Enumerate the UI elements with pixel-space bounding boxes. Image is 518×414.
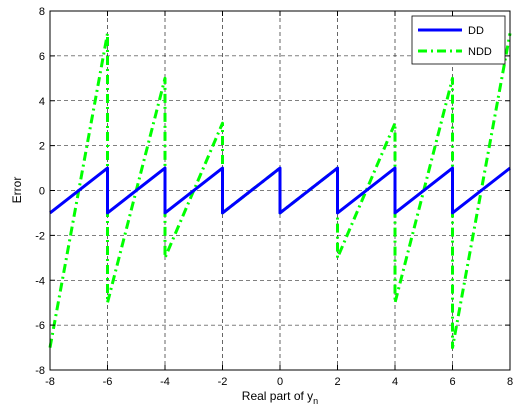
y-axis-title: Error: [10, 177, 24, 204]
x-axis-title: Real part of yn: [242, 389, 318, 406]
y-tick-label: 6: [39, 51, 45, 63]
x-tick-label: -2: [218, 376, 228, 388]
series-layer: [48, 31, 512, 350]
legend: DD NDD: [411, 15, 506, 65]
y-tick-label: 8: [39, 6, 45, 18]
x-tick-label: -6: [103, 376, 113, 388]
x-tick-label: -4: [160, 376, 170, 388]
x-tick-label: 6: [449, 376, 455, 388]
ticks: [49, 10, 511, 371]
y-tick-label: 4: [39, 96, 45, 108]
y-tick-label: -8: [35, 365, 45, 377]
x-tick-label: 0: [277, 376, 283, 388]
y-tick-label: 2: [39, 141, 45, 153]
legend-label-dd: DD: [468, 25, 484, 37]
legend-box: [411, 15, 506, 65]
x-tick-label: 4: [392, 376, 398, 388]
legend-label-ndd: NDD: [468, 46, 492, 58]
series-line-dd: [49, 166, 511, 215]
x-axis-title-subscript: n: [313, 396, 318, 406]
y-tick-label: -6: [35, 320, 45, 332]
x-tick-label: -8: [45, 376, 55, 388]
y-tick-label: -2: [35, 230, 45, 242]
x-axis-title-main: Real part of y: [242, 389, 313, 403]
y-tick-label: -4: [35, 275, 45, 287]
y-tick-label: 0: [39, 186, 45, 198]
x-tick-label: 2: [334, 376, 340, 388]
x-tick-label: 8: [507, 376, 513, 388]
tick-labels: -8 -6 -4 -2 0 2 4 6 8 -8 -6 -4 -2 0 2 4 6 8: [35, 6, 513, 388]
